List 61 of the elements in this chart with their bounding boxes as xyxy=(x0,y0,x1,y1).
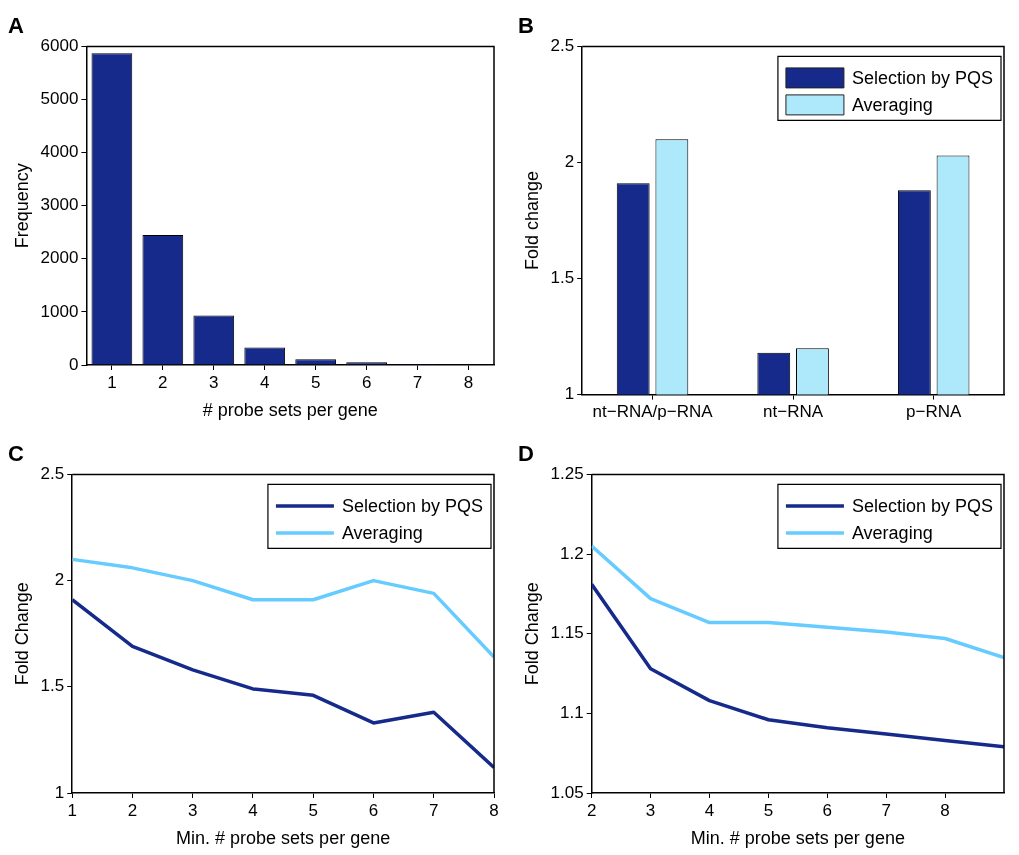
chart-title: A xyxy=(8,13,24,39)
legend-label: Averaging xyxy=(851,522,933,543)
x-tick-label: 7 xyxy=(429,800,439,820)
x-tick-label: 7 xyxy=(881,800,891,820)
x-tick-label: 2 xyxy=(158,372,168,392)
legend-label: Selection by PQS xyxy=(851,495,993,516)
x-tick-label: 5 xyxy=(308,800,318,820)
x-tick-label: 4 xyxy=(704,800,715,820)
x-tick-label: 2 xyxy=(586,800,597,820)
x-tick-label: 2 xyxy=(127,800,138,820)
y-tick-label: 1000 xyxy=(40,301,79,321)
x-tick-label: 8 xyxy=(489,800,499,820)
legend-label: Averaging xyxy=(341,522,423,543)
y-tick-label: 1.1 xyxy=(560,703,584,723)
y-tick-label: 1.5 xyxy=(40,676,65,696)
x-tick-label: 8 xyxy=(940,800,950,820)
y-tick-label: 1 xyxy=(54,782,65,802)
y-tick-label: 2000 xyxy=(40,248,79,268)
x-tick-label: nt−RNA/p−RNA xyxy=(592,402,714,422)
x-tick-label: 4 xyxy=(248,800,258,820)
x-tick-label: 3 xyxy=(645,800,656,820)
y-tick-label: 0 xyxy=(68,354,79,374)
y-tick-label: 1.25 xyxy=(550,464,584,484)
y-tick-label: 2.5 xyxy=(40,464,65,484)
legend-label: Selection by PQS xyxy=(341,495,483,516)
y-tick-label: 5000 xyxy=(40,89,79,109)
x-tick-label: 6 xyxy=(361,372,372,392)
y-tick-label: 4000 xyxy=(40,142,79,162)
legend-label: Selection by PQS xyxy=(851,67,993,88)
x-tick-label: 3 xyxy=(209,372,219,392)
x-tick-label: nt−RNA xyxy=(763,402,824,422)
y-axis-title: Fold Change xyxy=(521,582,542,686)
y-tick-label: 6000 xyxy=(40,36,79,56)
x-axis-title: Min. # probe sets per gene xyxy=(690,828,905,849)
chart-title: B xyxy=(518,13,534,39)
x-tick-label: 3 xyxy=(188,800,198,820)
y-tick-label: 1.05 xyxy=(550,782,584,802)
legend-label: Averaging xyxy=(851,94,933,115)
x-tick-label: 1 xyxy=(107,372,117,392)
y-axis-title: Fold Change xyxy=(11,582,32,686)
x-tick-label: 7 xyxy=(412,372,423,392)
y-tick-label: 1.5 xyxy=(550,268,575,288)
x-tick-label: 6 xyxy=(368,800,379,820)
y-tick-label: 1.2 xyxy=(560,543,584,563)
x-tick-label: 5 xyxy=(310,372,321,392)
x-tick-label: 8 xyxy=(463,372,474,392)
y-axis-title: Fold change xyxy=(521,170,542,271)
x-axis-title: # probe sets per gene xyxy=(202,400,378,421)
y-tick-label: 2.5 xyxy=(550,36,575,56)
x-tick-label: p−RNA xyxy=(906,402,962,422)
y-tick-label: 2 xyxy=(54,570,65,590)
x-tick-label: 4 xyxy=(260,372,270,392)
y-tick-label: 2 xyxy=(564,152,575,172)
chart-title: D xyxy=(518,441,534,467)
y-axis-title: Frequency xyxy=(11,163,32,249)
y-tick-label: 3000 xyxy=(40,195,79,215)
x-tick-label: 5 xyxy=(763,800,774,820)
x-axis-title: Min. # probe sets per gene xyxy=(176,828,391,849)
y-tick-label: 1.15 xyxy=(550,623,584,643)
chart-title: C xyxy=(8,441,24,467)
x-tick-label: 6 xyxy=(822,800,833,820)
